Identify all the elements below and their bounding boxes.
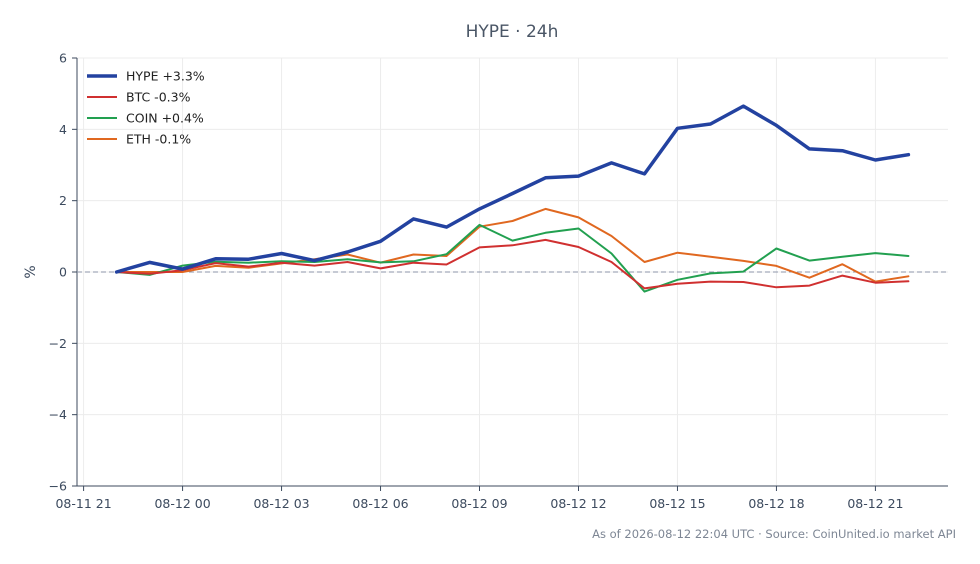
x-tick-label: 08-12 15 xyxy=(649,496,705,511)
series-line xyxy=(115,207,910,283)
legend-label: HYPE +3.3% xyxy=(126,69,205,84)
y-axis-label: % xyxy=(23,265,39,278)
legend: HYPE +3.3% BTC -0.3% COIN +0.4% ETH -0.1% xyxy=(87,69,205,147)
x-tick-label: 08-12 09 xyxy=(451,496,507,511)
x-tick-label: 08-12 03 xyxy=(253,496,309,511)
x-tick-label: 08-12 18 xyxy=(748,496,804,511)
y-tick-label: 4 xyxy=(59,122,67,137)
y-axis-ticks: −6 −4 −2 0 2 4 6 xyxy=(49,51,77,494)
axes xyxy=(76,58,948,487)
legend-label: COIN +0.4% xyxy=(126,111,204,126)
legend-label: ETH -0.1% xyxy=(126,132,191,147)
y-tick-label: 2 xyxy=(59,193,67,208)
x-tick-label: 08-12 00 xyxy=(154,496,210,511)
y-tick-label: −4 xyxy=(49,407,67,422)
series-line xyxy=(115,238,910,290)
y-tick-label: −6 xyxy=(49,479,67,494)
x-tick-label: 08-12 21 xyxy=(847,496,903,511)
source-footer: As of 2026-08-12 22:04 UTC · Source: Coi… xyxy=(592,527,956,541)
legend-label: BTC -0.3% xyxy=(126,90,191,105)
series-lines xyxy=(114,104,911,293)
y-tick-label: 6 xyxy=(59,51,67,66)
x-tick-label: 08-11 21 xyxy=(55,496,111,511)
x-tick-label: 08-12 06 xyxy=(352,496,408,511)
y-tick-label: 0 xyxy=(59,265,67,280)
series-line xyxy=(114,104,911,274)
chart-title: HYPE · 24h xyxy=(466,22,559,42)
x-axis-ticks: 08-11 21 08-12 00 08-12 03 08-12 06 08-12 09… xyxy=(55,486,904,511)
y-tick-label: −2 xyxy=(49,336,67,351)
x-tick-label: 08-12 12 xyxy=(550,496,606,511)
series-line xyxy=(115,223,910,293)
